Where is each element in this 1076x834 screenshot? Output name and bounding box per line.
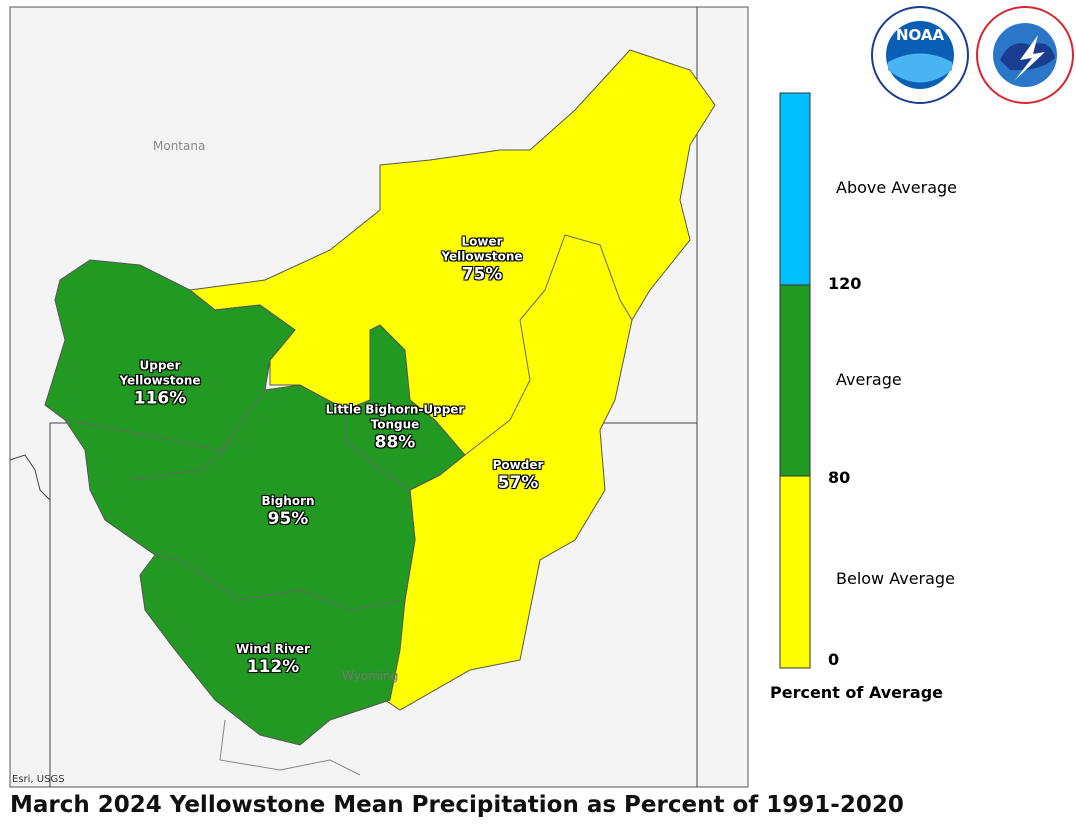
nws-logo — [1015, 35, 1045, 80]
basin-border — [519, 234, 633, 321]
state-border — [9, 454, 51, 501]
basin-label: Powder 57% — [473, 458, 563, 494]
legend-label: Above Average — [836, 178, 957, 197]
map-title: March 2024 Yellowstone Mean Precipitatio… — [10, 792, 904, 818]
place-label: Wyoming — [342, 669, 399, 683]
basin-value: 116% — [133, 388, 187, 409]
basin-name: Lower Yellowstone — [441, 234, 523, 264]
place-label: Montana — [153, 139, 206, 153]
basin-label: Little Bighorn-Upper Tongue 88% — [315, 402, 475, 453]
basin-border — [464, 319, 531, 456]
basin-border — [154, 554, 401, 611]
noaa-logo — [888, 53, 952, 83]
basin-value: 75% — [461, 264, 503, 285]
basin-label: Lower Yellowstone 75% — [437, 234, 527, 285]
basin-value: 57% — [497, 472, 539, 493]
legend-break: 0 — [828, 650, 840, 669]
legend-break: 120 — [828, 274, 862, 293]
basin-name: Wind River — [236, 641, 310, 656]
basin-name: Upper Yellowstone — [119, 358, 201, 388]
basin-border — [64, 389, 266, 451]
legend-swatch — [779, 475, 811, 669]
county-border — [219, 719, 361, 776]
legend-label: Average — [836, 370, 902, 389]
legend-label: Below Average — [836, 569, 955, 588]
basin-name: Bighorn — [261, 493, 315, 508]
basin-label: Upper Yellowstone 116% — [115, 358, 205, 409]
attribution: Esri, USGS — [12, 774, 65, 785]
basin-area — [44, 259, 466, 746]
legend-swatch — [779, 284, 811, 477]
basin-label: Wind River 112% — [223, 642, 323, 678]
basin-border — [344, 410, 411, 491]
legend-swatch — [779, 92, 811, 286]
basin-name: Little Bighorn-Upper Tongue — [325, 402, 465, 432]
basin-border — [129, 439, 236, 481]
noaa-text: NOAA — [896, 26, 945, 44]
legend-break: 80 — [828, 468, 851, 487]
basin-name: Powder — [492, 457, 544, 472]
basin-value: 88% — [374, 432, 416, 453]
basin-value: 95% — [267, 508, 309, 529]
basin-label: Bighorn 95% — [243, 494, 333, 530]
legend-title: Percent of Average — [770, 683, 944, 702]
basin-value: 112% — [246, 656, 300, 677]
